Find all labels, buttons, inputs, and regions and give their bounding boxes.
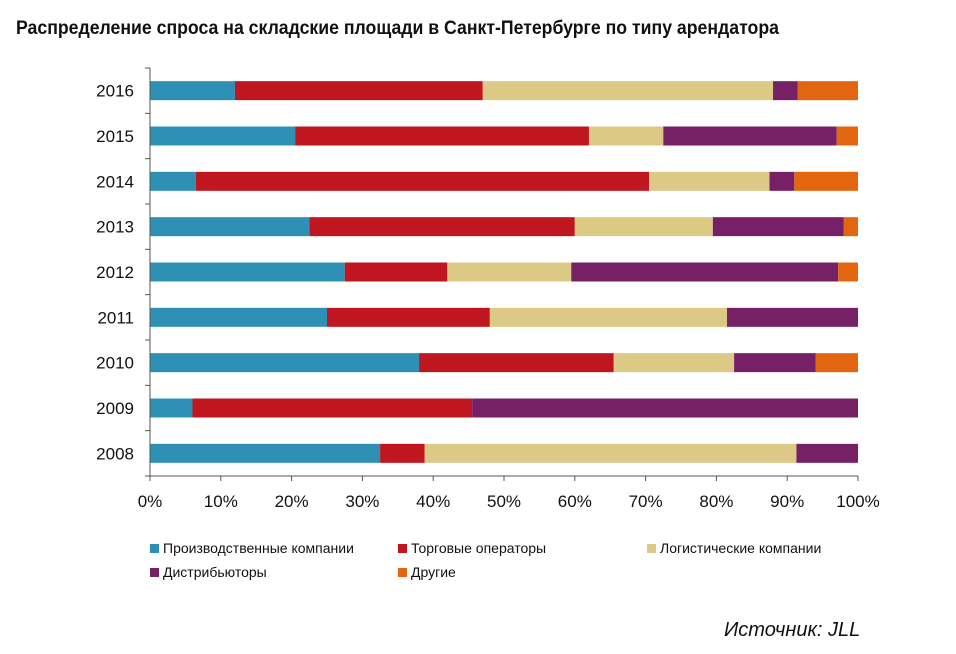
bar-segment <box>150 353 420 373</box>
bar-segment <box>836 126 858 146</box>
x-tick-label: 60% <box>558 492 592 511</box>
bar-segment <box>150 398 193 418</box>
bar-segment <box>150 262 345 282</box>
y-tick-label: 2016 <box>96 82 134 101</box>
bar-segment <box>794 171 858 191</box>
legend-swatch <box>398 567 407 577</box>
y-tick-label: 2011 <box>97 308 134 327</box>
bar-segment <box>380 443 425 463</box>
bar-segment <box>447 262 572 282</box>
legend-item: Другие <box>398 564 456 580</box>
y-tick-label: 2015 <box>96 127 134 146</box>
bar-segment <box>472 398 858 418</box>
legend-item: Производственные компании <box>150 540 354 556</box>
legend-label: Торговые операторы <box>411 540 547 556</box>
y-tick-label: 2014 <box>96 172 134 191</box>
bar-segment <box>712 217 844 237</box>
bar-segment <box>150 307 327 327</box>
bar-segment <box>150 81 235 101</box>
bar-segment <box>773 81 798 101</box>
y-tick-label: 2013 <box>96 218 134 237</box>
legend-label: Дистрибьюторы <box>163 564 267 580</box>
x-tick-labels: 0% 10% 20% 30% 40% 50% 60% 70% 80% 90% 100% <box>138 492 880 511</box>
bar-segment <box>419 353 614 373</box>
chart-title: Распределение спроса на складские площад… <box>16 18 779 39</box>
x-tick-label: 10% <box>204 492 238 511</box>
legend-swatch <box>150 543 159 553</box>
bar-segment <box>424 443 797 463</box>
bar-segment <box>150 217 310 237</box>
y-tick-label: 2009 <box>96 399 134 418</box>
source-note: Источник: JLL <box>724 619 861 641</box>
bar-segment <box>150 171 197 191</box>
y-tick-label: 2012 <box>96 263 134 282</box>
x-tick-label: 50% <box>487 492 521 511</box>
bar-segment <box>613 353 735 373</box>
bar-segment <box>838 262 858 282</box>
bar-segment <box>588 126 664 146</box>
bar-segment <box>797 81 858 101</box>
bar-segment <box>150 443 381 463</box>
y-tick-label: 2010 <box>96 354 134 373</box>
bar-segment <box>571 262 839 282</box>
bar-segment <box>815 353 858 373</box>
y-tick-label: 2008 <box>96 444 134 463</box>
bar-segment <box>327 307 490 327</box>
bar-segment <box>727 307 858 327</box>
bar-segment <box>796 443 858 463</box>
bar-segment <box>295 126 589 146</box>
bar-segment <box>489 307 728 327</box>
bar-segment <box>649 171 770 191</box>
x-tick-label: 100% <box>836 492 879 511</box>
bar-segment <box>482 81 774 101</box>
bar-segment <box>344 262 448 282</box>
bar-segment <box>192 398 473 418</box>
bar-segment <box>574 217 713 237</box>
bar-segment <box>150 126 296 146</box>
bar-segment <box>196 171 650 191</box>
bar-segment <box>769 171 795 191</box>
bars-group <box>150 81 858 463</box>
x-tick-label: 40% <box>416 492 450 511</box>
legend-item: Торговые операторы <box>398 540 546 556</box>
legend-label: Производственные компании <box>163 540 354 556</box>
legend-label: Логистические компании <box>660 540 822 556</box>
x-tick-label: 20% <box>275 492 309 511</box>
bar-segment <box>734 353 816 373</box>
x-tick-label: 0% <box>138 492 163 511</box>
bar-segment <box>309 217 575 237</box>
bar-segment <box>234 81 483 101</box>
legend-swatch <box>150 567 159 577</box>
stacked-bar-chart: 2016 2015 2014 2013 2012 2011 2010 2009 2008 0% 1… <box>96 67 880 511</box>
legend-swatch <box>398 543 407 553</box>
x-tick-label: 30% <box>345 492 379 511</box>
x-tick-label: 70% <box>629 492 663 511</box>
legend-label: Другие <box>411 564 456 580</box>
legend-item: Логистические компании <box>647 540 821 556</box>
axes-group <box>145 67 859 481</box>
x-tick-label: 80% <box>699 492 733 511</box>
y-tick-labels: 2016 2015 2014 2013 2012 2011 2010 2009 2008 <box>96 82 134 464</box>
legend-swatch <box>647 543 656 553</box>
bar-segment <box>843 217 858 237</box>
bar-segment <box>663 126 837 146</box>
legend-item: Дистрибьюторы <box>150 564 267 580</box>
x-tick-label: 90% <box>770 492 804 511</box>
